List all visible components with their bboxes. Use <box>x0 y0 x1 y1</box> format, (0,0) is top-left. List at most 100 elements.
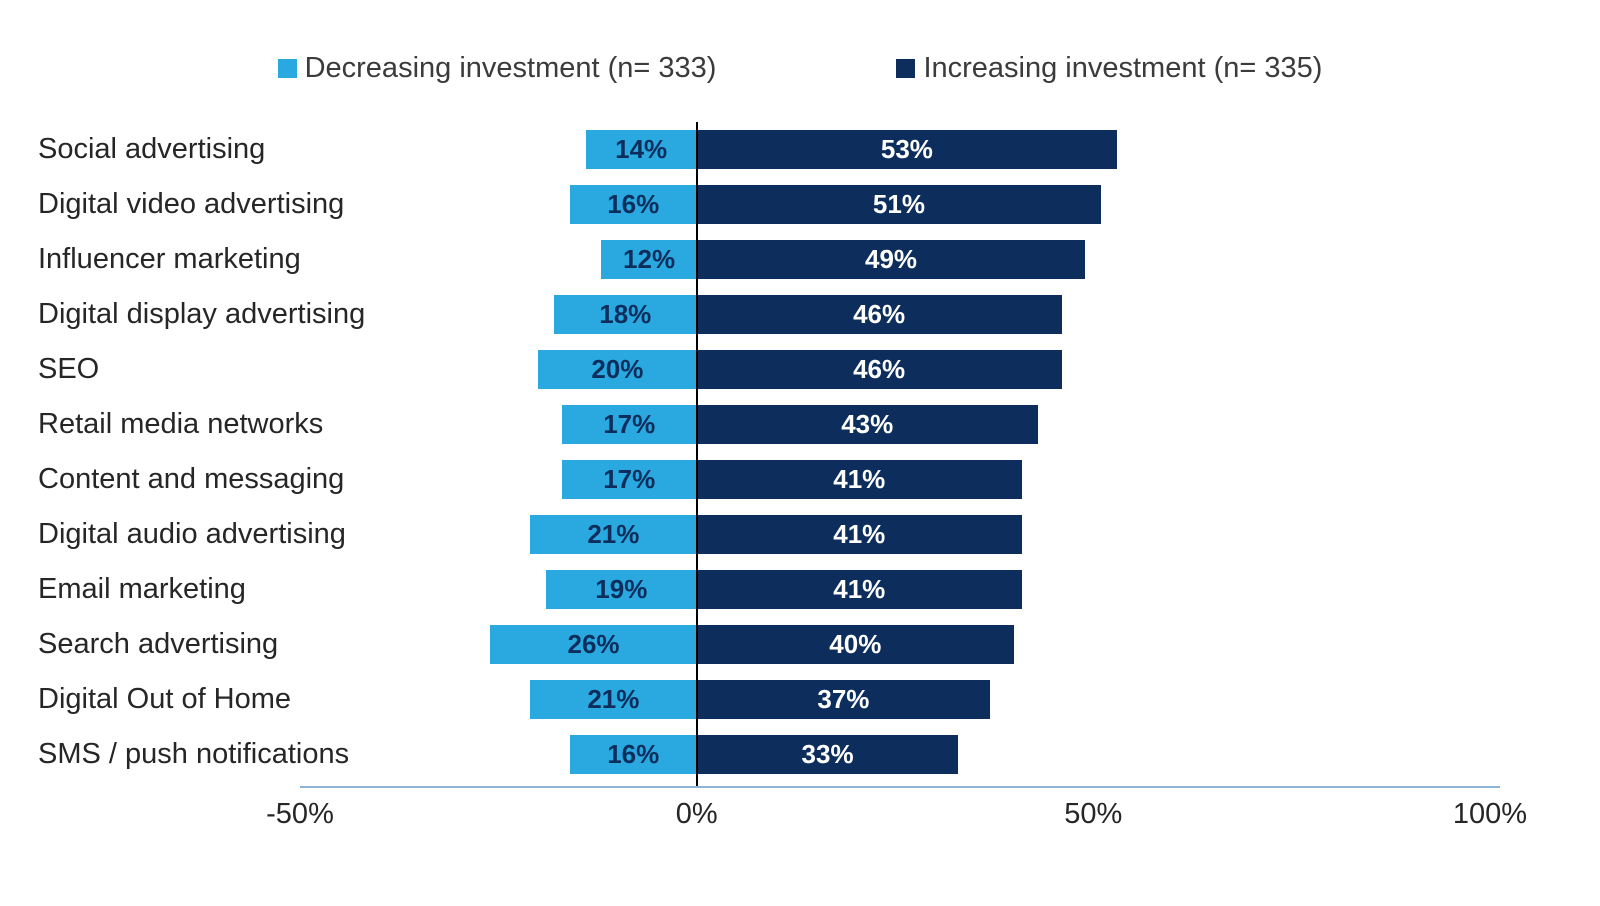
plot-area: 19% 41% <box>300 562 1490 617</box>
bar-increasing: 46% <box>696 295 1062 334</box>
bar-value-label: 46% <box>853 354 906 384</box>
plot-area: 16% 51% <box>300 177 1490 232</box>
bar-value-label: 16% <box>607 739 660 769</box>
plot-area: 17% 41% <box>300 452 1490 507</box>
legend-label-increasing: Increasing investment (n= 335) <box>923 52 1323 84</box>
plot-area: 14% 53% <box>300 122 1490 177</box>
category-label: Content and messaging <box>38 463 345 495</box>
x-axis-ticks: -50% 0% 50% 100% <box>0 788 1600 838</box>
category-label: Digital video advertising <box>38 188 345 220</box>
bar-value-label: 17% <box>603 464 656 494</box>
bar-value-label: 19% <box>595 574 648 604</box>
x-axis-tick: 100% <box>1452 798 1528 830</box>
legend-swatch-increasing-icon <box>896 59 916 78</box>
chart-row: Digital audio advertising 21% 41% <box>0 507 1600 562</box>
category-label: Digital Out of Home <box>38 683 292 715</box>
legend-swatch-decreasing-icon <box>277 59 297 78</box>
chart-row: Digital display advertising 18% 46% <box>0 287 1600 342</box>
category-label: SMS / push notifications <box>38 738 350 770</box>
category-label: Retail media networks <box>38 408 324 440</box>
bar-value-label: 21% <box>587 519 640 549</box>
chart-row: SMS / push notifications 16% 33% <box>0 727 1600 782</box>
bar-decreasing: 20% <box>538 350 697 389</box>
category-label: Social advertising <box>38 133 266 165</box>
plot-area: 16% 33% <box>300 727 1490 782</box>
bar-value-label: 51% <box>872 189 925 219</box>
x-axis-tick: -50% <box>266 798 334 830</box>
bar-value-label: 17% <box>603 409 656 439</box>
bar-value-label: 26% <box>567 629 620 659</box>
bar-value-label: 33% <box>801 739 854 769</box>
bar-value-label: 40% <box>829 629 882 659</box>
bar-value-label: 46% <box>853 299 906 329</box>
legend-item-decreasing: Decreasing investment (n= 333) <box>277 52 717 85</box>
bar-increasing: 41% <box>696 515 1022 554</box>
category-label: Influencer marketing <box>38 243 301 275</box>
bar-value-label: 14% <box>615 134 668 164</box>
category-label: SEO <box>38 353 100 385</box>
bar-increasing: 49% <box>696 240 1086 279</box>
bar-decreasing: 18% <box>553 295 697 334</box>
bar-value-label: 16% <box>607 189 660 219</box>
bar-increasing: 41% <box>696 570 1022 609</box>
x-axis-tick: 0% <box>675 798 718 830</box>
legend-label-decreasing: Decreasing investment (n= 333) <box>304 52 717 84</box>
chart-row: SEO 20% 46% <box>0 342 1600 397</box>
category-label: Email marketing <box>38 573 246 605</box>
x-axis-line <box>300 786 1500 788</box>
chart-legend: Decreasing investment (n= 333) Increasin… <box>0 52 1600 85</box>
bar-increasing: 51% <box>696 185 1102 224</box>
x-axis-tick: 50% <box>1064 798 1123 830</box>
bar-value-label: 41% <box>833 574 886 604</box>
legend-item-increasing: Increasing investment (n= 335) <box>896 52 1322 85</box>
category-label: Digital display advertising <box>38 298 366 330</box>
bar-increasing: 37% <box>696 680 991 719</box>
plot-area: 17% 43% <box>300 397 1490 452</box>
bar-decreasing: 16% <box>569 735 697 774</box>
category-label: Search advertising <box>38 628 279 660</box>
plot-area: 18% 46% <box>300 287 1490 342</box>
chart-row: Influencer marketing 12% 49% <box>0 232 1600 287</box>
bar-value-label: 41% <box>833 519 886 549</box>
chart-row: Digital Out of Home 21% 37% <box>0 672 1600 727</box>
category-label: Digital audio advertising <box>38 518 346 550</box>
chart-rows: Social advertising 14% 53% Digital video ad… <box>0 122 1600 782</box>
bar-decreasing: 17% <box>561 460 697 499</box>
bar-increasing: 40% <box>696 625 1014 664</box>
chart-row: Search advertising 26% 40% <box>0 617 1600 672</box>
plot-area: 26% 40% <box>300 617 1490 672</box>
bar-value-label: 43% <box>841 409 894 439</box>
bar-decreasing: 26% <box>490 625 697 664</box>
bar-increasing: 43% <box>696 405 1038 444</box>
bar-value-label: 21% <box>587 684 640 714</box>
bar-increasing: 53% <box>696 130 1118 169</box>
plot-area: 21% 37% <box>300 672 1490 727</box>
bar-value-label: 18% <box>599 299 652 329</box>
bar-decreasing: 14% <box>585 130 697 169</box>
bar-decreasing: 19% <box>545 570 697 609</box>
chart-row: Social advertising 14% 53% <box>0 122 1600 177</box>
bar-value-label: 37% <box>817 684 870 714</box>
bar-value-label: 41% <box>833 464 886 494</box>
bar-decreasing: 21% <box>530 680 697 719</box>
bar-value-label: 20% <box>591 354 644 384</box>
bar-increasing: 41% <box>696 460 1022 499</box>
plot-area: 20% 46% <box>300 342 1490 397</box>
chart-row: Content and messaging 17% 41% <box>0 452 1600 507</box>
bar-decreasing: 17% <box>561 405 697 444</box>
bar-decreasing: 21% <box>530 515 697 554</box>
plot-area: 12% 49% <box>300 232 1490 287</box>
zero-axis-line <box>695 122 698 786</box>
chart-row: Digital video advertising 16% 51% <box>0 177 1600 232</box>
bar-decreasing: 12% <box>601 240 697 279</box>
bar-decreasing: 16% <box>569 185 697 224</box>
bar-increasing: 33% <box>696 735 959 774</box>
chart-row: Email marketing 19% 41% <box>0 562 1600 617</box>
chart-row: Retail media networks 17% 43% <box>0 397 1600 452</box>
bar-value-label: 49% <box>864 244 918 274</box>
bar-value-label: 53% <box>880 134 933 164</box>
bar-value-label: 12% <box>623 244 676 274</box>
plot-area: 21% 41% <box>300 507 1490 562</box>
chart-body: Social advertising 14% 53% Digital video ad… <box>0 122 1600 830</box>
